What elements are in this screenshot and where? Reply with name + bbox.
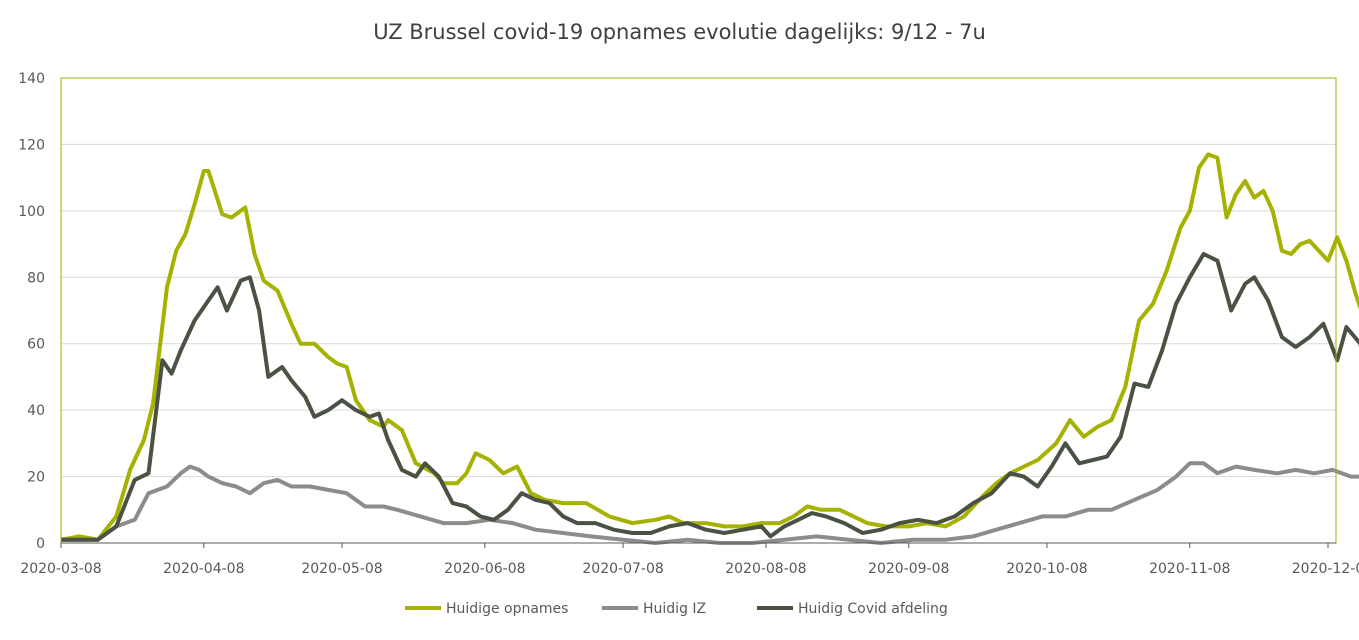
x-tick-label: 2020-07-08 bbox=[582, 561, 663, 577]
y-tick-label: 140 bbox=[18, 71, 45, 87]
legend-label-3: Huidig Covid afdeling bbox=[798, 601, 948, 617]
chart-title: UZ Brussel covid-19 opnames evolutie dag… bbox=[373, 20, 986, 44]
x-tick-label: 2020-05-08 bbox=[301, 561, 382, 577]
y-tick-label: 20 bbox=[27, 470, 45, 486]
x-tick-label: 2020-06-08 bbox=[444, 561, 525, 577]
axis-labels: 0 20 40 60 80 100 120 140 2020-03-08 2020-04-08 20… bbox=[18, 71, 1359, 577]
x-tick-label: 2020-09-08 bbox=[868, 561, 949, 577]
y-tick-label: 60 bbox=[27, 337, 45, 353]
series-line-1 bbox=[60, 152, 1359, 542]
plot-area-border bbox=[60, 77, 1337, 544]
legend-label-2: Huidig IZ bbox=[643, 601, 706, 617]
y-tick-label: 100 bbox=[18, 204, 45, 220]
y-tick-label: 80 bbox=[27, 270, 45, 286]
x-tick-label: 2020-12-0 bbox=[1292, 561, 1359, 577]
gridlines bbox=[61, 143, 1336, 478]
x-tick-label: 2020-11-08 bbox=[1149, 561, 1230, 577]
y-tick-label: 0 bbox=[36, 536, 45, 552]
x-tick-label: 2020-03-08 bbox=[20, 561, 101, 577]
x-tick-label: 2020-04-08 bbox=[163, 561, 244, 577]
y-tick-label: 40 bbox=[27, 403, 45, 419]
x-tick-label: 2020-08-08 bbox=[725, 561, 806, 577]
legend: Huidige opnames Huidig IZ Huidig Covid afd… bbox=[405, 601, 948, 617]
legend-label-1: Huidige opnames bbox=[446, 601, 568, 617]
y-tick-label: 120 bbox=[18, 137, 45, 153]
series-lines bbox=[60, 152, 1359, 545]
series-line-3 bbox=[61, 252, 1359, 542]
x-tick-label: 2020-10-08 bbox=[1006, 561, 1087, 577]
